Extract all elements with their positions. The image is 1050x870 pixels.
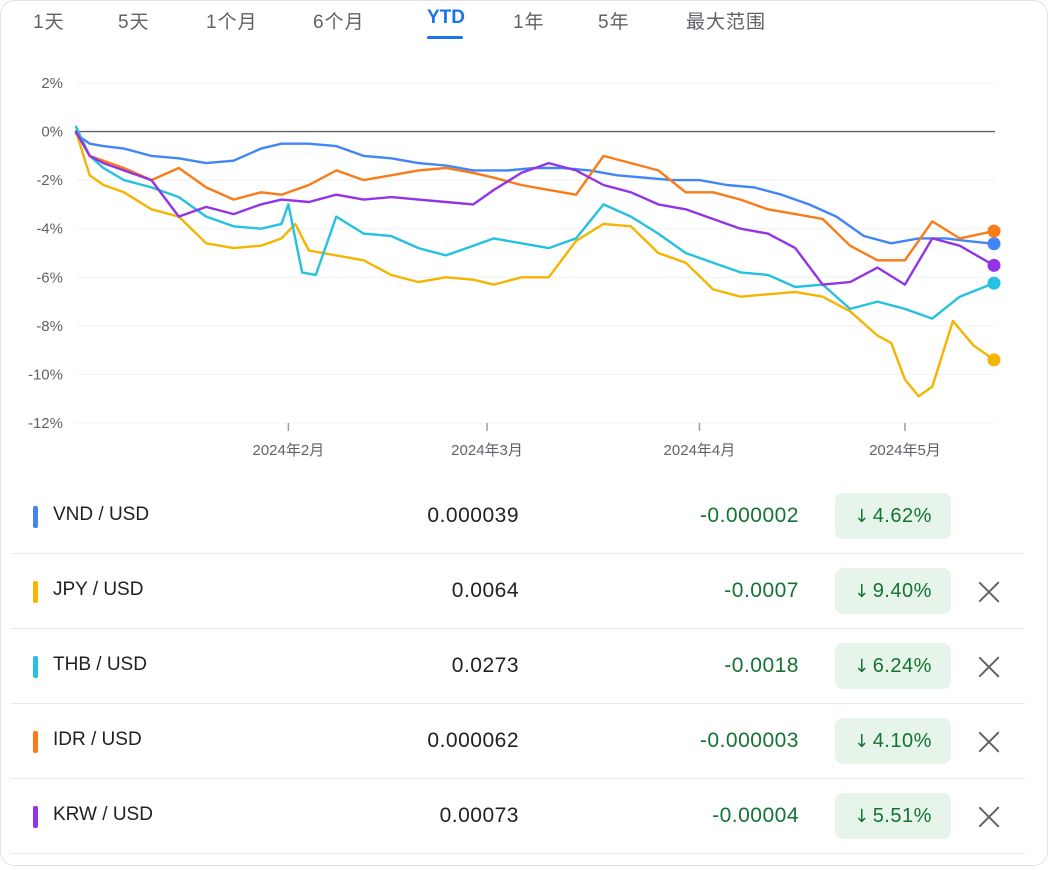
exchange-rate-value: 0.0064: [451, 579, 519, 602]
y-tick-label: -6%: [36, 269, 63, 286]
active-tab-indicator: [427, 36, 463, 39]
change-value: -0.000002: [699, 504, 799, 527]
series-line-jpy: [74, 130, 996, 398]
arrow-down-icon: ↓: [854, 655, 870, 677]
close-icon[interactable]: [975, 728, 1003, 756]
change-value: -0.000003: [699, 729, 799, 752]
series-color-swatch: [33, 581, 38, 603]
percent-change-badge: ↓ 4.62%: [835, 493, 951, 539]
tab-1-year[interactable]: 1年: [513, 12, 545, 33]
arrow-down-icon: ↓: [854, 580, 870, 602]
arrow-down-icon: ↓: [854, 730, 870, 752]
series-color-swatch: [33, 506, 38, 528]
x-tick-label: 2024年2月: [253, 442, 325, 459]
percent-change-value: 5.51%: [872, 804, 932, 827]
currency-pair-label: IDR / USD: [53, 729, 142, 750]
arrow-down-icon: ↓: [854, 505, 870, 527]
tab-1-month[interactable]: 1个月: [206, 12, 258, 33]
percent-change-value: 9.40%: [872, 579, 932, 602]
percent-change-value: 4.10%: [872, 729, 932, 752]
currency-pair-list: VND / USD 0.000039 -0.000002 ↓ 4.62% JPY …: [11, 479, 1025, 854]
change-value: -0.0007: [724, 579, 799, 602]
currency-pair-row-thb[interactable]: THB / USD 0.0273 -0.0018 ↓ 6.24%: [11, 629, 1025, 704]
series-color-swatch: [33, 731, 38, 753]
close-icon[interactable]: [975, 803, 1003, 831]
close-icon[interactable]: [975, 653, 1003, 681]
exchange-rate-value: 0.00073: [439, 804, 519, 827]
exchange-rate-value: 0.000039: [427, 504, 519, 527]
percent-change-value: 4.62%: [872, 504, 932, 527]
series-endpoint-idr: [987, 224, 1001, 238]
tab-5-days[interactable]: 5天: [118, 12, 150, 33]
change-value: -0.0018: [724, 654, 799, 677]
tab-max-range[interactable]: 最大范围: [686, 12, 767, 33]
series-line-vnd: [74, 132, 996, 246]
series-color-swatch: [33, 806, 38, 828]
close-icon[interactable]: [975, 578, 1003, 606]
currency-pair-label: JPY / USD: [53, 579, 144, 600]
currency-pair-label: THB / USD: [53, 654, 147, 675]
exchange-rate-value: 0.0273: [451, 654, 519, 677]
percent-change-badge: ↓ 5.51%: [835, 793, 951, 839]
exchange-rate-value: 0.000062: [427, 729, 519, 752]
y-tick-label: -12%: [28, 415, 63, 432]
change-value: -0.00004: [712, 804, 799, 827]
x-tick-label: 2024年3月: [451, 442, 523, 459]
range-tabs: 1天 5天 1个月 6个月 YTD 1年 5年 最大范围: [1, 1, 1047, 45]
series-line-krw: [74, 130, 996, 286]
exchange-rate-chart: 2% 0% -2% -4% -6% -8% -10% -12% 2024年2月 2024年3月 20…: [28, 75, 1001, 459]
x-tick-label: 2024年5月: [869, 442, 941, 459]
currency-pair-row-jpy[interactable]: JPY / USD 0.0064 -0.0007 ↓ 9.40%: [11, 554, 1025, 629]
arrow-down-icon: ↓: [854, 805, 870, 827]
series-line-idr: [74, 130, 996, 262]
series-endpoint-thb: [987, 276, 1001, 290]
tab-6-months[interactable]: 6个月: [313, 12, 365, 33]
y-tick-label: 2%: [41, 75, 63, 92]
y-tick-label: -10%: [28, 366, 63, 383]
y-tick-label: 0%: [41, 124, 63, 141]
x-tick-label: 2024年4月: [664, 442, 736, 459]
series-color-swatch: [33, 656, 38, 678]
y-tick-label: -8%: [36, 318, 63, 335]
currency-pair-row-vnd[interactable]: VND / USD 0.000039 -0.000002 ↓ 4.62%: [11, 479, 1025, 554]
series-endpoint-krw: [987, 258, 1001, 272]
series-endpoint-jpy: [987, 353, 1001, 367]
series-line-thb: [74, 125, 996, 320]
y-tick-label: -4%: [36, 221, 63, 238]
tab-5-years[interactable]: 5年: [598, 12, 630, 33]
currency-pair-label: KRW / USD: [53, 804, 153, 825]
currency-pair-row-krw[interactable]: KRW / USD 0.00073 -0.00004 ↓ 5.51%: [11, 779, 1025, 854]
series-endpoint-vnd: [987, 237, 1001, 251]
currency-pair-row-idr[interactable]: IDR / USD 0.000062 -0.000003 ↓ 4.10%: [11, 704, 1025, 779]
currency-pair-label: VND / USD: [53, 504, 150, 525]
tab-ytd[interactable]: YTD: [427, 7, 465, 28]
percent-change-badge: ↓ 9.40%: [835, 568, 951, 614]
y-tick-label: -2%: [36, 172, 63, 189]
percent-change-value: 6.24%: [872, 654, 932, 677]
percent-change-badge: ↓ 4.10%: [835, 718, 951, 764]
percent-change-badge: ↓ 6.24%: [835, 643, 951, 689]
tab-1-day[interactable]: 1天: [33, 12, 65, 33]
